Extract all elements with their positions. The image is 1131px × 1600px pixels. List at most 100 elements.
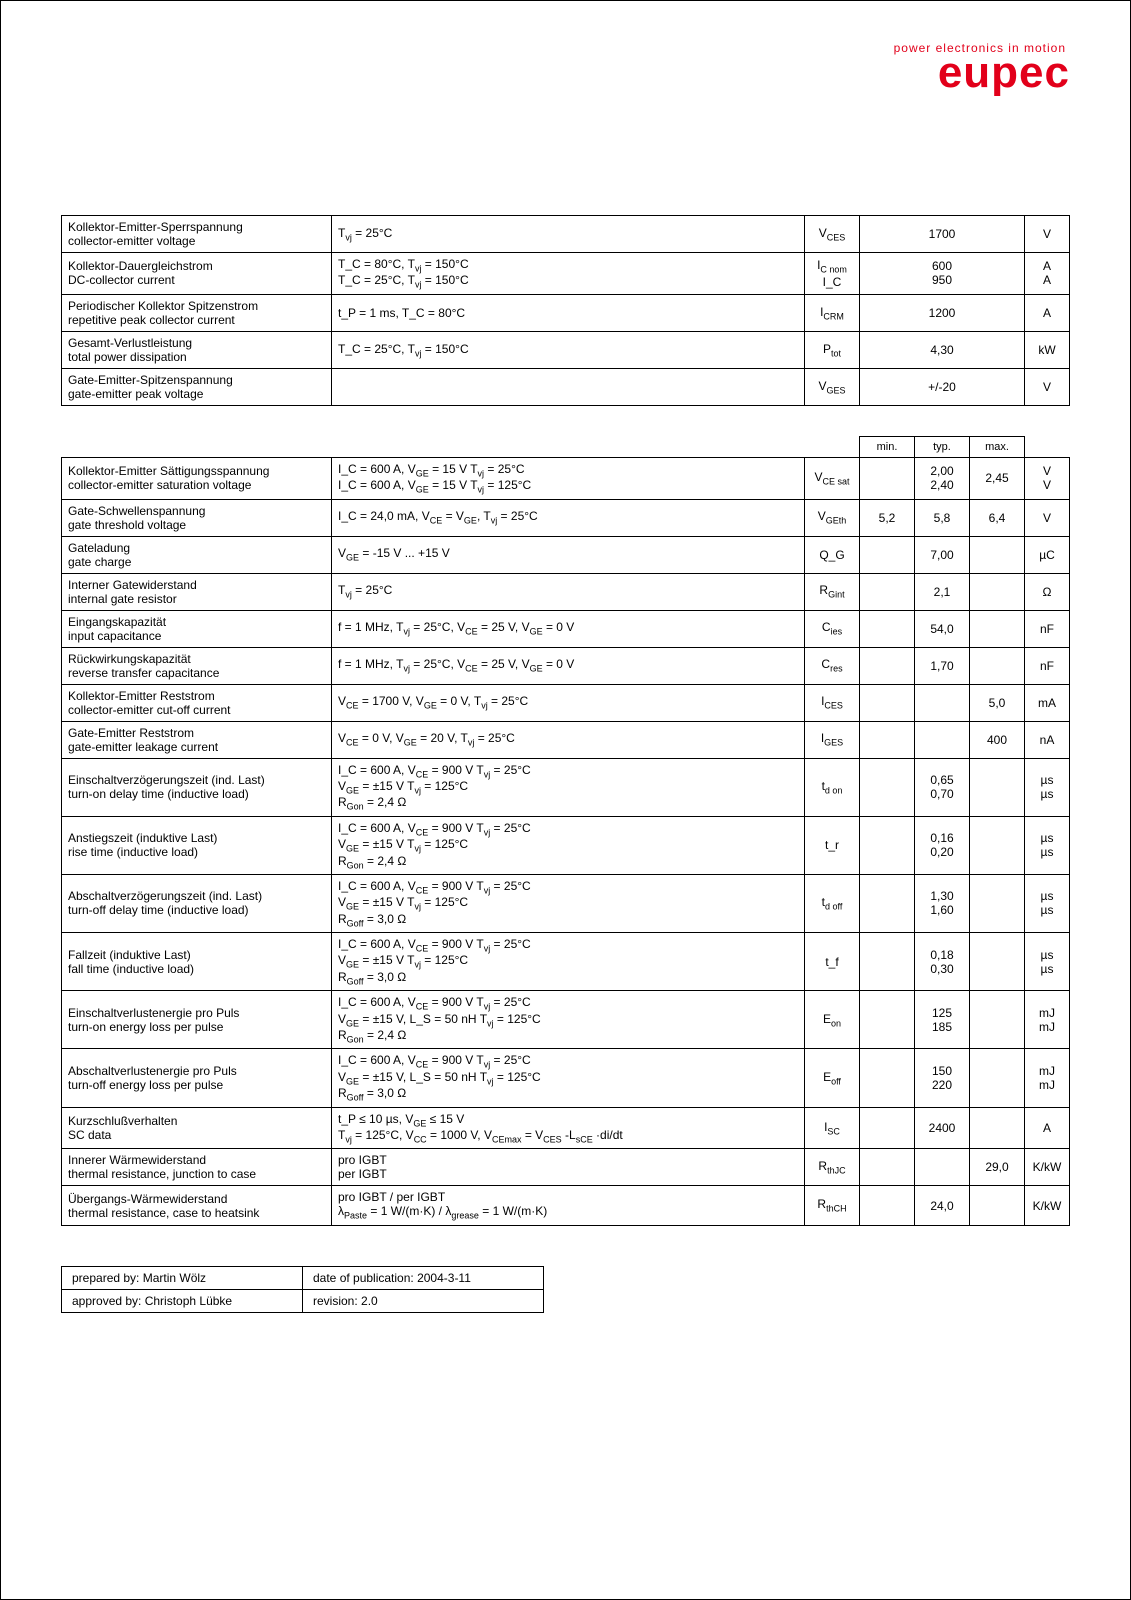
param-cell: Fallzeit (induktive Last)fall time (indu… xyxy=(62,933,332,991)
unit-cell: mJmJ xyxy=(1025,1049,1070,1107)
table-row: Gateladunggate chargeVGE = -15 V ... +15… xyxy=(62,536,1070,573)
param-cell: Eingangskapazitätinput capacitance xyxy=(62,610,332,647)
symbol-cell: t_r xyxy=(805,816,860,874)
symbol-cell: Eon xyxy=(805,991,860,1049)
table-row: Abschaltverzögerungszeit (ind. Last)turn… xyxy=(62,874,1070,932)
param-cell: Anstiegszeit (induktive Last)rise time (… xyxy=(62,816,332,874)
unit-cell: A xyxy=(1025,294,1070,331)
param-cell: Übergangs-Wärmewiderstandthermal resista… xyxy=(62,1186,332,1225)
condition-cell: T_C = 80°C, Tvj = 150°CT_C = 25°C, Tvj =… xyxy=(332,253,805,295)
meta-row-approved: approved by: Christoph Lübke revision: 2… xyxy=(62,1289,544,1312)
symbol-cell: Ptot xyxy=(805,331,860,368)
meta-date: date of publication: 2004-3-11 xyxy=(303,1266,544,1289)
param-cell: Abschaltverlustenergie pro Pulsturn-off … xyxy=(62,1049,332,1107)
unit-cell: AA xyxy=(1025,253,1070,295)
max-cell xyxy=(970,1186,1025,1225)
table-row: Gesamt-Verlustleistungtotal power dissip… xyxy=(62,331,1070,368)
symbol-cell: RthJC xyxy=(805,1149,860,1186)
unit-cell: Ω xyxy=(1025,573,1070,610)
symbol-cell: ICRM xyxy=(805,294,860,331)
table-row: Periodischer Kollektor Spitzenstromrepet… xyxy=(62,294,1070,331)
table-row: Innerer Wärmewiderstandthermal resistanc… xyxy=(62,1149,1070,1186)
unit-cell: nF xyxy=(1025,647,1070,684)
symbol-cell: VGES xyxy=(805,368,860,405)
min-cell xyxy=(860,816,915,874)
condition-cell: I_C = 600 A, VCE = 900 V Tvj = 25°CVGE =… xyxy=(332,1049,805,1107)
meta-approved: approved by: Christoph Lübke xyxy=(62,1289,303,1312)
logo-tagline: power electronics in motion xyxy=(61,41,1070,55)
condition-cell: I_C = 600 A, VCE = 900 V Tvj = 25°CVGE =… xyxy=(332,874,805,932)
max-cell xyxy=(970,758,1025,816)
min-cell xyxy=(860,573,915,610)
condition-cell: pro IGBT / per IGBTλPaste = 1 W/(m·K) / … xyxy=(332,1186,805,1225)
min-cell xyxy=(860,933,915,991)
param-cell: KurzschlußverhaltenSC data xyxy=(62,1107,332,1149)
condition-cell: I_C = 600 A, VGE = 15 V Tvj = 25°CI_C = … xyxy=(332,457,805,499)
typ-cell: 0,650,70 xyxy=(915,758,970,816)
param-cell: Kollektor-Emitter-Sperrspannungcollector… xyxy=(62,216,332,253)
unit-cell: kW xyxy=(1025,331,1070,368)
meta-revision: revision: 2.0 xyxy=(303,1289,544,1312)
unit-cell: A xyxy=(1025,1107,1070,1149)
condition-cell: I_C = 600 A, VCE = 900 V Tvj = 25°CVGE =… xyxy=(332,933,805,991)
min-cell xyxy=(860,991,915,1049)
min-cell xyxy=(860,758,915,816)
symbol-cell: ICES xyxy=(805,684,860,721)
symbol-cell: t_f xyxy=(805,933,860,991)
condition-cell: I_C = 24,0 mA, VCE = VGE, Tvj = 25°C xyxy=(332,499,805,536)
min-cell xyxy=(860,1149,915,1186)
min-cell xyxy=(860,1107,915,1149)
condition-cell: f = 1 MHz, Tvj = 25°C, VCE = 25 V, VGE =… xyxy=(332,647,805,684)
typ-cell: 7,00 xyxy=(915,536,970,573)
condition-cell: I_C = 600 A, VCE = 900 V Tvj = 25°CVGE =… xyxy=(332,816,805,874)
typ-cell: 1,70 xyxy=(915,647,970,684)
value-cell: 1700 xyxy=(860,216,1025,253)
condition-cell xyxy=(332,368,805,405)
symbol-cell: IC nomI_C xyxy=(805,253,860,295)
max-ratings-table: Kollektor-Emitter-Sperrspannungcollector… xyxy=(61,215,1070,406)
max-cell: 5,0 xyxy=(970,684,1025,721)
meta-row-prepared: prepared by: Martin Wölz date of publica… xyxy=(62,1266,544,1289)
table-row: Kollektor-DauergleichstromDC-collector c… xyxy=(62,253,1070,295)
unit-cell: mA xyxy=(1025,684,1070,721)
condition-cell: t_P = 1 ms, T_C = 80°C xyxy=(332,294,805,331)
unit-cell: µsµs xyxy=(1025,816,1070,874)
unit-cell: µC xyxy=(1025,536,1070,573)
param-cell: Periodischer Kollektor Spitzenstromrepet… xyxy=(62,294,332,331)
param-cell: Innerer Wärmewiderstandthermal resistanc… xyxy=(62,1149,332,1186)
min-cell: 5,2 xyxy=(860,499,915,536)
condition-cell: VCE = 1700 V, VGE = 0 V, Tvj = 25°C xyxy=(332,684,805,721)
param-cell: Gate-Schwellenspannunggate threshold vol… xyxy=(62,499,332,536)
param-cell: Einschaltverzögerungszeit (ind. Last)tur… xyxy=(62,758,332,816)
table-row: KurzschlußverhaltenSC datat_P ≤ 10 µs, V… xyxy=(62,1107,1070,1149)
table-row: Abschaltverlustenergie pro Pulsturn-off … xyxy=(62,1049,1070,1107)
unit-cell: µsµs xyxy=(1025,933,1070,991)
typ-cell: 2400 xyxy=(915,1107,970,1149)
logo-brand: eupec xyxy=(938,48,1070,97)
table-row: Gate-Emitter Reststromgate-emitter leaka… xyxy=(62,721,1070,758)
typ-cell: 1,301,60 xyxy=(915,874,970,932)
param-cell: Gateladunggate charge xyxy=(62,536,332,573)
param-cell: Gate-Emitter-Spitzenspannunggate-emitter… xyxy=(62,368,332,405)
max-cell xyxy=(970,610,1025,647)
value-cell: 1200 xyxy=(860,294,1025,331)
typ-cell xyxy=(915,1149,970,1186)
param-cell: Abschaltverzögerungszeit (ind. Last)turn… xyxy=(62,874,332,932)
max-cell xyxy=(970,573,1025,610)
condition-cell: Tvj = 25°C xyxy=(332,216,805,253)
table-row: Übergangs-Wärmewiderstandthermal resista… xyxy=(62,1186,1070,1225)
condition-cell: I_C = 600 A, VCE = 900 V Tvj = 25°CVGE =… xyxy=(332,758,805,816)
table-row: Gate-Emitter-Spitzenspannunggate-emitter… xyxy=(62,368,1070,405)
symbol-cell: td off xyxy=(805,874,860,932)
typ-cell: 125185 xyxy=(915,991,970,1049)
symbol-cell: RGint xyxy=(805,573,860,610)
typ-cell: 54,0 xyxy=(915,610,970,647)
symbol-cell: VCE sat xyxy=(805,457,860,499)
table-row: Gate-Schwellenspannunggate threshold vol… xyxy=(62,499,1070,536)
condition-cell: VGE = -15 V ... +15 V xyxy=(332,536,805,573)
max-cell: 400 xyxy=(970,721,1025,758)
symbol-cell: td on xyxy=(805,758,860,816)
hdr-max: max. xyxy=(970,436,1025,457)
symbol-cell: IGES xyxy=(805,721,860,758)
unit-cell: V xyxy=(1025,499,1070,536)
